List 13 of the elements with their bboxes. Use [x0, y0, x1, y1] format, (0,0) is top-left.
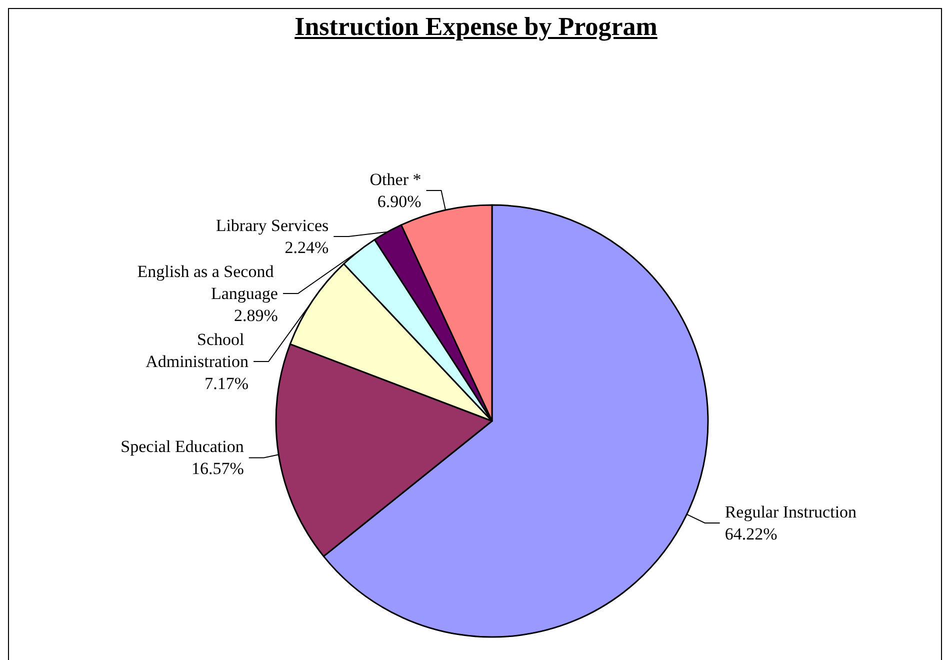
chart-title: Instruction Expense by Program [294, 12, 658, 42]
data-label: 7.17% [204, 374, 249, 394]
data-label: 64.22% [724, 524, 778, 544]
slice-label: Library Services [216, 216, 329, 236]
data-label: 6.90% [377, 192, 422, 212]
data-label: 2.89% [234, 306, 278, 326]
data-label: 2.24% [284, 238, 329, 258]
slice-label: School Administration [146, 330, 250, 372]
data-label: 16.57% [191, 459, 244, 478]
slice-label: English as a Second Language [137, 262, 278, 304]
slice-label: Regular Instruction [724, 502, 858, 522]
slice-label: Other * [370, 170, 422, 190]
slice-label: Special Education [120, 437, 244, 456]
